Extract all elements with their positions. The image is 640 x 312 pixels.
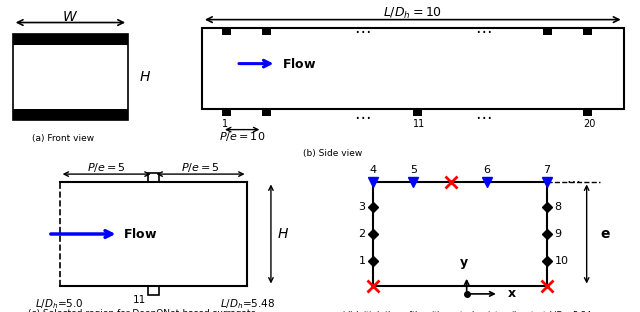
Bar xyxy=(13,34,128,46)
Text: $\mathbf{Flow}$: $\mathbf{Flow}$ xyxy=(123,227,157,241)
Text: 20: 20 xyxy=(584,119,596,129)
Text: 1: 1 xyxy=(358,256,365,266)
Text: 11: 11 xyxy=(133,295,147,305)
Text: 4: 4 xyxy=(370,165,377,175)
Text: $\mathbf{Flow}$: $\mathbf{Flow}$ xyxy=(282,56,317,71)
Bar xyxy=(262,109,271,116)
Text: 2: 2 xyxy=(358,229,365,239)
Text: $\cdots$: $\cdots$ xyxy=(566,173,580,187)
Bar xyxy=(262,28,271,35)
Bar xyxy=(543,28,552,35)
Text: 11: 11 xyxy=(413,119,425,129)
Text: $\cdots$: $\cdots$ xyxy=(355,21,371,39)
Text: $P/e = 5$: $P/e = 5$ xyxy=(181,161,220,174)
Text: 5: 5 xyxy=(410,165,417,175)
Text: (b) Side view: (b) Side view xyxy=(303,149,362,158)
Text: (c) Selected region for DeepONet-based surrogate: (c) Selected region for DeepONet-based s… xyxy=(28,309,256,312)
Text: 8: 8 xyxy=(555,202,562,212)
Bar xyxy=(13,109,128,120)
Text: 1: 1 xyxy=(222,119,228,129)
Bar xyxy=(222,28,231,35)
Text: 3: 3 xyxy=(358,202,365,212)
Bar xyxy=(202,28,623,109)
Bar xyxy=(13,34,128,120)
Bar xyxy=(413,109,422,116)
Text: $\mathbf{e}$: $\mathbf{e}$ xyxy=(600,227,611,241)
Bar xyxy=(584,109,593,116)
Text: $W$: $W$ xyxy=(62,10,79,24)
Bar xyxy=(584,28,593,35)
Text: (d) Initial rib profile with control points, ribs at at $L/D_h$=5.24: (d) Initial rib profile with control poi… xyxy=(341,309,593,312)
Text: $\cdots$: $\cdots$ xyxy=(475,21,492,39)
Text: 9: 9 xyxy=(555,229,562,239)
Text: $P/e = 10$: $P/e = 10$ xyxy=(219,130,266,144)
Text: $\mathbf{x}$: $\mathbf{x}$ xyxy=(507,287,516,300)
Text: $L/D_h = 10$: $L/D_h = 10$ xyxy=(383,6,442,21)
Text: (a) Front view: (a) Front view xyxy=(32,134,94,143)
Text: $\cdots$: $\cdots$ xyxy=(355,107,371,125)
Text: $L/D_h$=5.0: $L/D_h$=5.0 xyxy=(35,297,84,311)
Text: 7: 7 xyxy=(543,165,550,175)
Text: $P/e = 5$: $P/e = 5$ xyxy=(87,161,126,174)
Bar xyxy=(148,286,159,295)
Bar xyxy=(148,173,159,182)
Text: $\mathbf{y}$: $\mathbf{y}$ xyxy=(459,257,469,271)
Text: $H$: $H$ xyxy=(139,70,150,84)
Text: $H$: $H$ xyxy=(276,227,289,241)
Bar xyxy=(222,109,231,116)
Text: 10: 10 xyxy=(555,256,569,266)
Text: $\cdots$: $\cdots$ xyxy=(475,107,492,125)
Text: 6: 6 xyxy=(483,165,490,175)
Text: $L/D_h$=5.48: $L/D_h$=5.48 xyxy=(220,297,275,311)
